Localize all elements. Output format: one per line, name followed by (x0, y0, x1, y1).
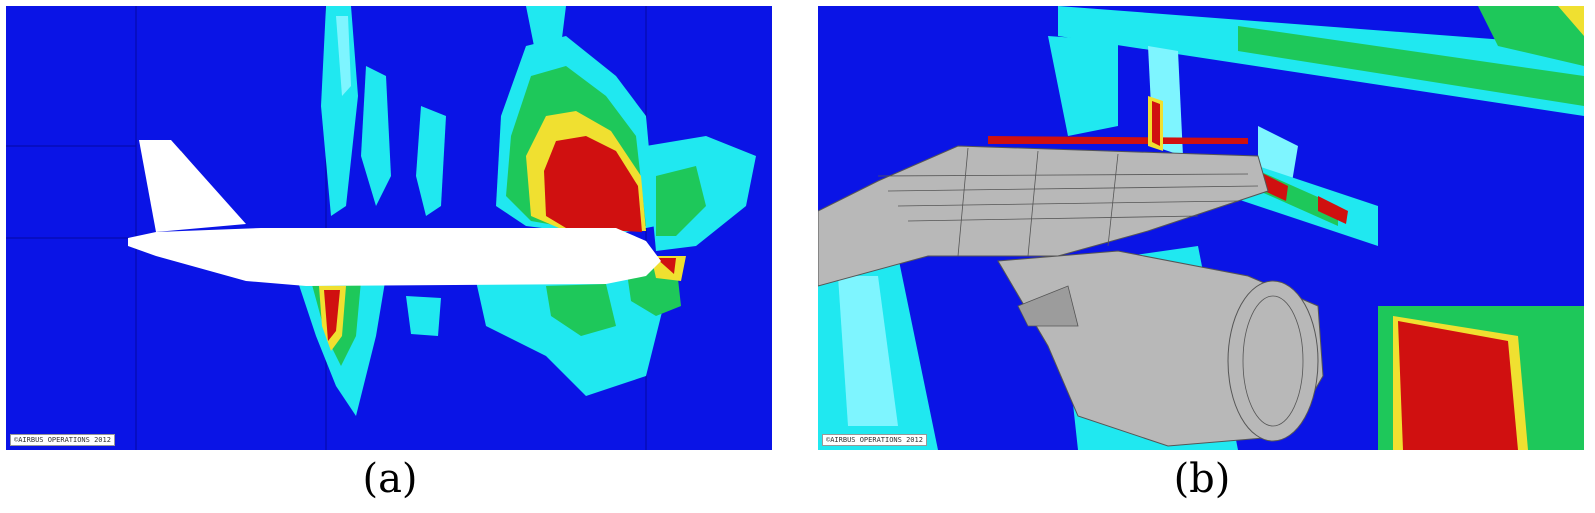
panel-a-caption: (a) (362, 456, 418, 502)
panel-b-svg (818, 6, 1584, 450)
panel-b-contour-image: ©AIRBUS OPERATIONS 2012 (818, 6, 1584, 450)
panel-b-copyright: ©AIRBUS OPERATIONS 2012 (822, 434, 927, 446)
panel-a-contour-image: ©AIRBUS OPERATIONS 2012 (6, 6, 772, 450)
panel-b-caption: (b) (1173, 456, 1231, 502)
panel-a-copyright: ©AIRBUS OPERATIONS 2012 (10, 434, 115, 446)
panel-a-svg (6, 6, 772, 450)
